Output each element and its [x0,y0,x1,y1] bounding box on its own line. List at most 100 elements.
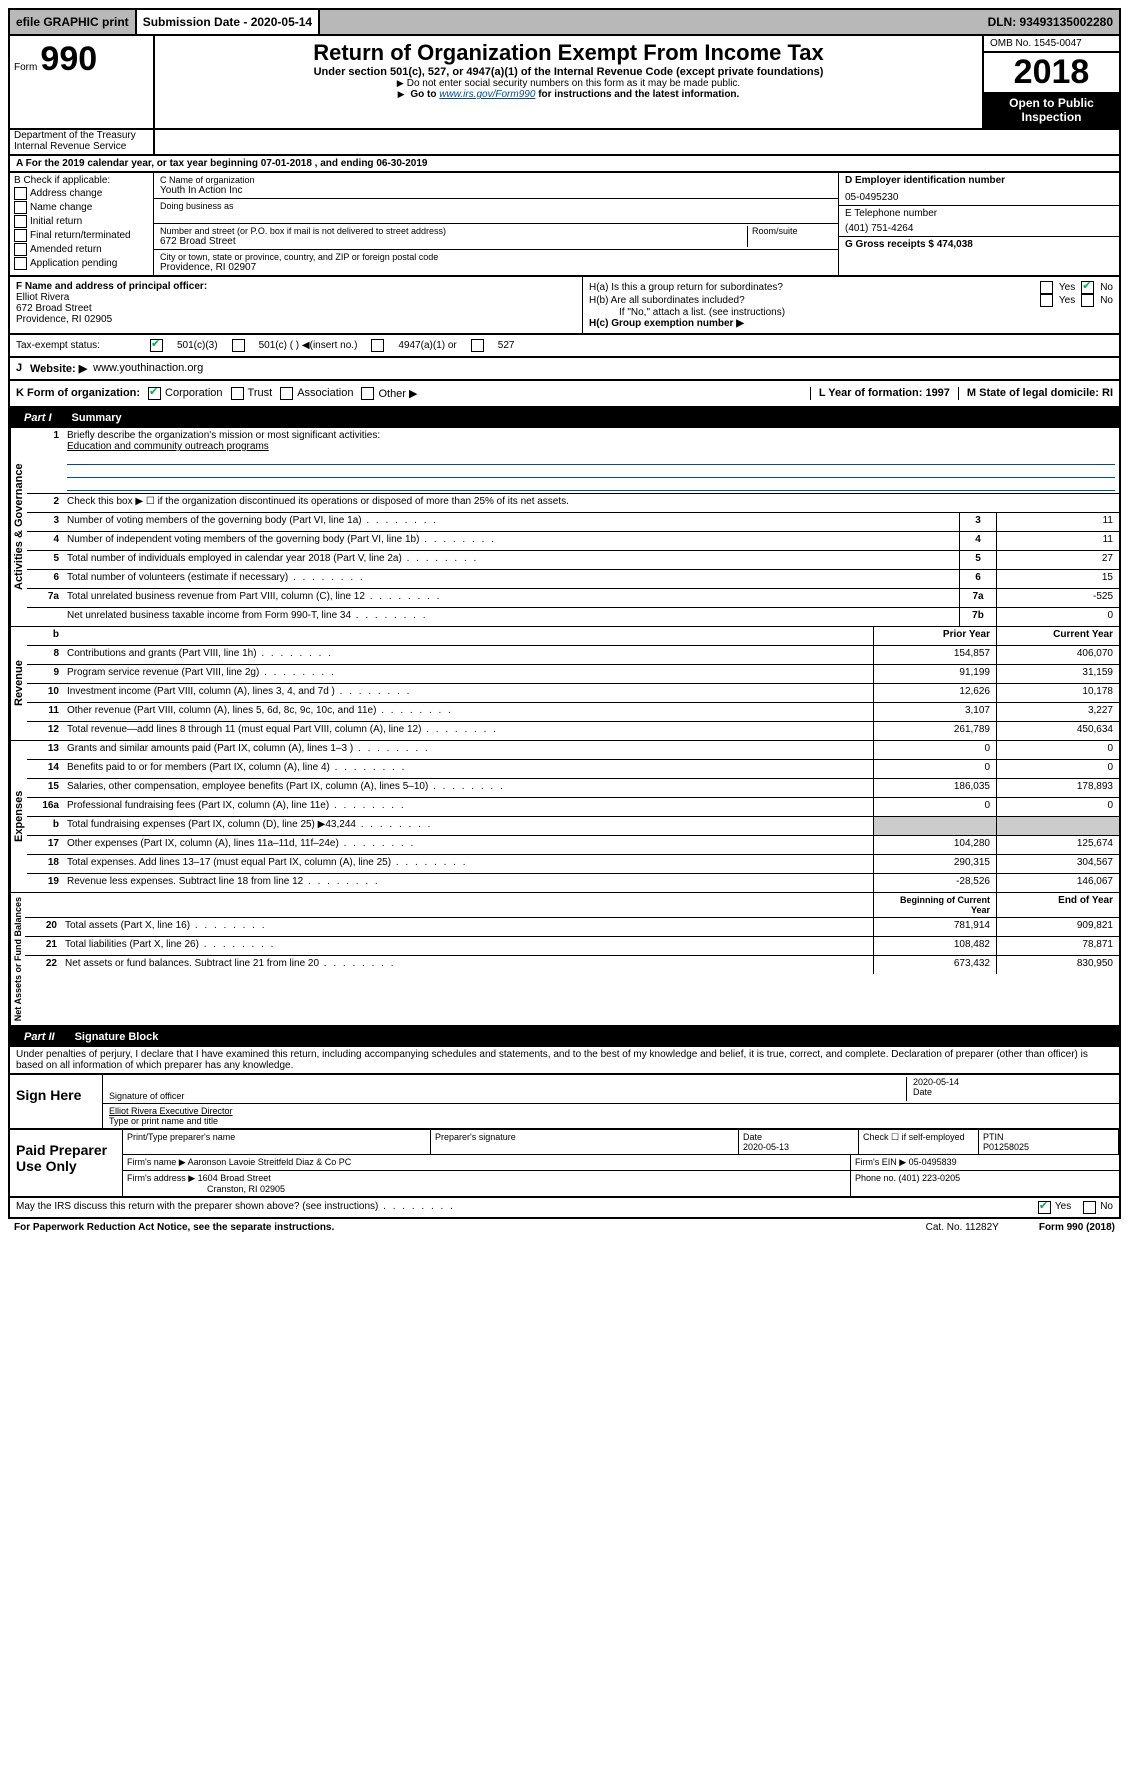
h-sig: Preparer's signature [431,1130,739,1155]
discuss-yes[interactable] [1038,1201,1051,1214]
no1: No [1100,282,1113,293]
sect-exp: Expenses [10,741,27,892]
officer-name-title: Elliot Rivera Executive Director [109,1106,1113,1116]
chk-address-change[interactable] [14,187,27,200]
chk-501c[interactable] [232,339,245,352]
status-label: Tax-exempt status: [16,340,136,351]
chk-initial[interactable] [14,215,27,228]
officer-name: Elliot Rivera [16,292,576,303]
chk-501c3[interactable] [150,339,163,352]
form-title: Return of Organization Exempt From Incom… [159,40,978,66]
discuss-row: May the IRS discuss this return with the… [8,1198,1121,1219]
hb-no[interactable] [1081,294,1094,307]
table-row: 20Total assets (Part X, line 16)781,9149… [25,918,1119,937]
opt-initial: Initial return [30,216,82,227]
table-row: 9Program service revenue (Part VIII, lin… [27,665,1119,684]
sig-date: 2020-05-14 [913,1077,1113,1087]
end-year-h: End of Year [996,893,1119,917]
form-number-cell: Form 990 [10,36,155,128]
officer-label: F Name and address of principal officer: [16,281,576,292]
table-row: 16aProfessional fundraising fees (Part I… [27,798,1119,817]
h-ptin: PTIN [983,1132,1004,1142]
opt-trust: Trust [248,387,273,400]
h-check[interactable]: Check ☐ if self-employed [859,1130,979,1155]
gross-receipts: G Gross receipts $ 474,038 [839,237,1119,252]
opt-final: Final return/terminated [30,230,131,241]
opt-amended: Amended return [30,244,102,255]
part1-label: Part I [16,410,60,426]
hb-yes[interactable] [1040,294,1053,307]
ha-label: H(a) Is this a group return for subordin… [589,282,1034,293]
sig-date-label: Date [913,1087,1113,1097]
ha-yes[interactable] [1040,281,1053,294]
ein-phone-col: D Employer identification number 05-0495… [838,173,1119,275]
dba-value [160,211,832,221]
opt-other: Other ▶ [378,387,417,400]
chk-527[interactable] [471,339,484,352]
korg-row: K Form of organization: Corporation Trus… [8,381,1121,408]
table-row: 13Grants and similar amounts paid (Part … [27,741,1119,760]
k-label: K Form of organization: [16,387,140,400]
section-fh: F Name and address of principal officer:… [8,277,1121,335]
state-domicile: M State of legal domicile: RI [958,387,1113,400]
ha-no[interactable] [1081,281,1094,294]
chk-name-change[interactable] [14,201,27,214]
table-row: 19Revenue less expenses. Subtract line 1… [27,874,1119,892]
table-row: 14Benefits paid to or for members (Part … [27,760,1119,779]
firm-addr-label: Firm's address ▶ [127,1173,195,1183]
discuss-no[interactable] [1083,1201,1096,1214]
perjury-text: Under penalties of perjury, I declare th… [8,1047,1121,1075]
name-address-col: C Name of organization Youth In Action I… [154,173,838,275]
sect-rev: Revenue [10,627,27,740]
part2-label: Part II [16,1029,63,1045]
street-address: 672 Broad Street [160,236,747,247]
discuss-no-label: No [1100,1201,1113,1214]
table-row: 3Number of voting members of the governi… [27,513,1119,532]
mission-label: Briefly describe the organization's miss… [67,430,380,441]
chk-trust[interactable] [231,387,244,400]
cat-no: Cat. No. 11282Y [926,1222,999,1233]
opt-pending: Application pending [30,258,117,269]
chk-corp[interactable] [148,387,161,400]
website-value[interactable]: www.youthinaction.org [93,362,203,375]
hc-label: H(c) Group exemption number ▶ [589,318,1113,329]
org-name-label: C Name of organization [160,175,832,185]
form-number: 990 [40,40,97,78]
city-value: Providence, RI 02907 [160,262,832,273]
form-no: Form 990 (2018) [1039,1222,1115,1233]
type-name-label: Type or print name and title [109,1116,1113,1126]
mission-text: Education and community outreach program… [67,441,269,452]
opt-name: Name change [30,202,92,213]
phone-label: E Telephone number [845,208,1113,219]
officer-addr1: 672 Broad Street [16,303,576,314]
chk-amended[interactable] [14,243,27,256]
footer-paperwork: For Paperwork Reduction Act Notice, see … [8,1219,1121,1236]
opt-527: 527 [498,340,515,351]
chk-other[interactable] [361,387,374,400]
note-ssn: Do not enter social security numbers on … [159,78,978,89]
year-cell: OMB No. 1545-0047 2018 Open to Public In… [982,36,1119,128]
h-date: Date [743,1132,762,1142]
table-row: 11Other revenue (Part VIII, column (A), … [27,703,1119,722]
tax-period: A For the 2019 calendar year, or tax yea… [8,156,1121,173]
tax-status-row: Tax-exempt status: 501(c)(3) 501(c) ( ) … [8,335,1121,358]
sign-block: Sign Here Signature of officer 2020-05-1… [8,1075,1121,1130]
hb-note: If "No," attach a list. (see instruction… [589,307,1113,318]
instructions-link[interactable]: www.irs.gov/Form990 [439,89,535,100]
current-year-h: Current Year [996,627,1119,645]
chk-4947[interactable] [371,339,384,352]
chk-assoc[interactable] [280,387,293,400]
no2: No [1100,295,1113,306]
dept-treasury: Department of the Treasury Internal Reve… [10,128,155,154]
opt-501c: 501(c) ( ) ◀(insert no.) [259,340,358,351]
firm-name: Aaronson Lavoie Streitfeld Diaz & Co PC [188,1157,352,1167]
opt-4947: 4947(a)(1) or [398,340,456,351]
sect-net: Net Assets or Fund Balances [10,893,25,1025]
table-row: 5Total number of individuals employed in… [27,551,1119,570]
chk-final[interactable] [14,229,27,242]
efile-label[interactable]: efile GRAPHIC print [10,10,137,34]
website-row: J Website: ▶ www.youthinaction.org [8,358,1121,381]
chk-pending[interactable] [14,257,27,270]
submission-date[interactable]: Submission Date - 2020-05-14 [137,10,320,34]
yes2: Yes [1059,295,1075,306]
